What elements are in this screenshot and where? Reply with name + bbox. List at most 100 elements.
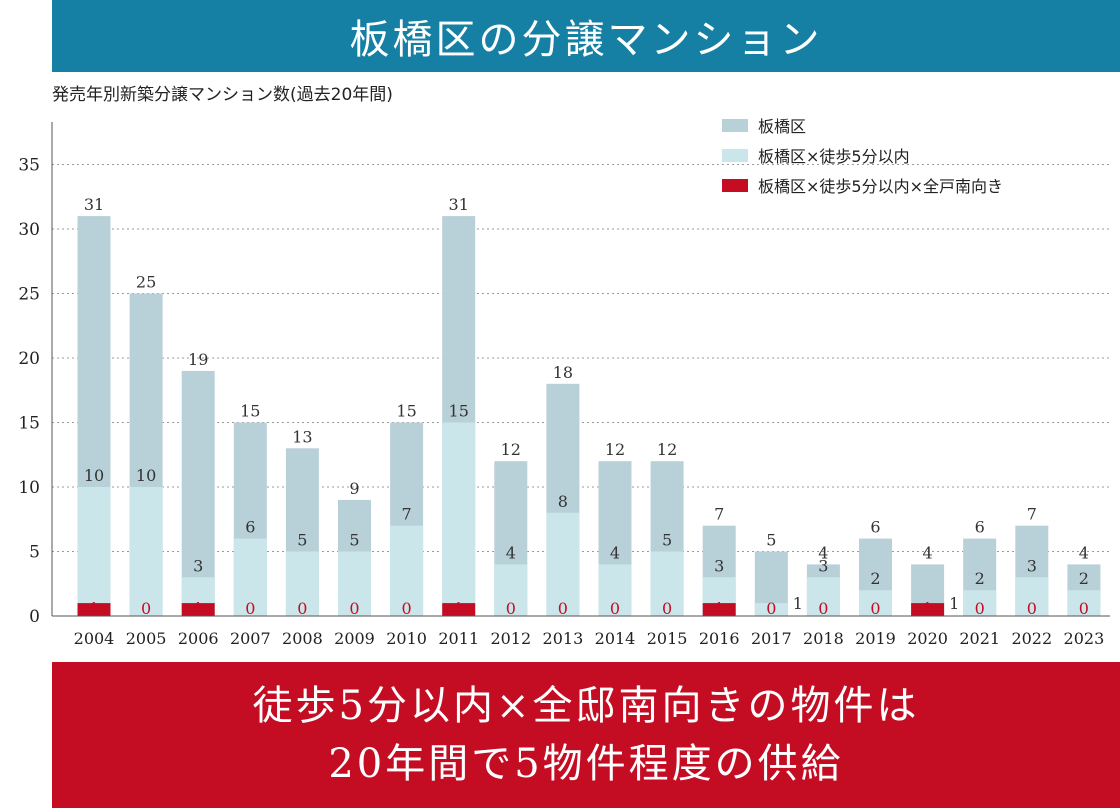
bar-walk5-2005 [129,487,163,616]
label-walk5-2006: 3 [193,556,203,575]
bar-total-2006 [181,370,215,616]
label-south-2021: 0 [975,599,985,618]
label-south-2017: 0 [766,599,776,618]
bar-walk5-2015 [650,551,684,616]
label-walk5-2017: 1 [793,594,803,613]
bar-walk5-2014 [598,564,632,616]
label-walk5-2011: 15 [449,402,469,421]
label-walk5-2022: 3 [1027,556,1037,575]
x-tick-label-2005: 2005 [126,629,167,648]
label-total-2011: 31 [449,195,469,214]
label-walk5-2010: 7 [402,505,412,524]
bar-south-2020 [911,603,945,616]
label-total-2005: 25 [136,273,156,292]
label-total-2014: 12 [605,440,625,459]
x-tick-label-2004: 2004 [74,629,115,648]
label-south-2007: 0 [245,599,255,618]
label-south-2004: 1 [89,599,99,618]
bar-walk5-2009 [338,551,371,616]
label-total-2017: 5 [766,531,776,550]
label-walk5-2007: 6 [245,518,255,537]
bar-walk5-2008 [285,551,319,616]
chart: 0510152025303531101200425100200519312006… [18,122,1110,648]
x-tick-label-2007: 2007 [230,629,271,648]
label-total-2007: 15 [240,402,260,421]
x-tick-label-2014: 2014 [595,629,636,648]
x-tick-label-2017: 2017 [751,629,792,648]
x-tick-label-2021: 2021 [959,629,1000,648]
bar-south-2006 [181,603,215,616]
label-south-2014: 0 [610,599,620,618]
legend-label-south: 板橋区×徒歩5分以内×全戸南向き [758,177,1003,196]
label-total-2006: 19 [188,350,208,369]
label-total-2020: 4 [923,543,933,562]
label-walk5-2013: 8 [558,492,568,511]
x-tick-label-2013: 2013 [543,629,584,648]
label-south-2023: 0 [1079,599,1089,618]
bar-walk5-2012 [494,564,528,616]
label-walk5-2015: 5 [662,531,672,550]
label-total-2018: 4 [818,543,828,562]
bar-walk5-2019 [859,590,892,616]
label-total-2008: 13 [292,427,312,446]
label-south-2012: 0 [506,599,516,618]
chart-legend: 板橋区 板橋区×徒歩5分以内 板橋区×徒歩5分以内×全戸南向き [722,110,1003,200]
chart-subtitle: 発売年別新築分譲マンション数(過去20年間) [52,85,393,105]
x-tick-label-2006: 2006 [178,629,219,648]
bar-south-2011 [442,603,476,616]
footer-line-1: 徒歩5分以内×全邸南向きの物件は [252,683,920,729]
y-tick-label-0: 0 [29,607,40,627]
footer-banner: 徒歩5分以内×全邸南向きの物件は 20年間で5物件程度の供給 [52,662,1120,808]
label-south-2009: 0 [349,599,359,618]
x-tick-label-2020: 2020 [907,629,948,648]
x-tick-label-2018: 2018 [803,629,844,648]
legend-label-total: 板橋区 [758,117,807,136]
label-south-2018: 0 [818,599,828,618]
legend-swatch-walk5 [722,148,748,162]
label-south-2016: 1 [714,599,724,618]
label-total-2016: 7 [714,505,724,524]
x-tick-label-2019: 2019 [855,629,896,648]
label-walk5-2019: 2 [870,569,880,588]
label-south-2020: 1 [923,599,933,618]
bar-walk5-2022 [1015,577,1049,616]
label-walk5-2016: 3 [714,556,724,575]
y-tick-label-30: 30 [18,220,40,240]
label-walk5-2009: 5 [349,531,359,550]
label-south-2008: 0 [297,599,307,618]
label-south-2005: 0 [141,599,151,618]
legend-label-walk5: 板橋区×徒歩5分以内 [758,147,910,166]
legend-item-walk5: 板橋区×徒歩5分以内 [722,140,1003,170]
bar-walk5-2011 [442,422,476,616]
x-tick-label-2011: 2011 [438,629,479,648]
label-walk5-2004: 10 [84,466,104,485]
bar-walk5-2010 [390,525,424,616]
label-south-2013: 0 [558,599,568,618]
label-walk5-2008: 5 [297,531,307,550]
label-walk5-2021: 2 [975,569,985,588]
page-title: 板橋区の分譲マンション [349,17,823,63]
x-tick-label-2023: 2023 [1064,629,1105,648]
legend-swatch-total [722,118,748,132]
x-tick-label-2016: 2016 [699,629,740,648]
x-tick-label-2012: 2012 [490,629,531,648]
label-total-2021: 6 [975,518,985,537]
y-tick-label-15: 15 [18,414,40,434]
x-tick-label-2009: 2009 [334,629,375,648]
legend-swatch-south [722,178,748,192]
label-walk5-2014: 4 [610,543,620,562]
bar-south-2016 [702,603,736,616]
y-tick-label-25: 25 [18,285,40,305]
x-tick-label-2010: 2010 [386,629,427,648]
label-walk5-2018: 3 [818,556,828,575]
label-walk5-2012: 4 [506,543,516,562]
bar-walk5-2013 [546,512,580,616]
bar-walk5-2021 [963,590,997,616]
x-tick-label-2015: 2015 [647,629,688,648]
footer-line-2: 20年間で5物件程度の供給 [328,741,844,787]
label-walk5-2023: 2 [1079,569,1089,588]
label-total-2004: 31 [84,195,104,214]
label-total-2022: 7 [1027,505,1037,524]
bar-south-2004 [77,603,111,616]
label-walk5-2005: 10 [136,466,156,485]
